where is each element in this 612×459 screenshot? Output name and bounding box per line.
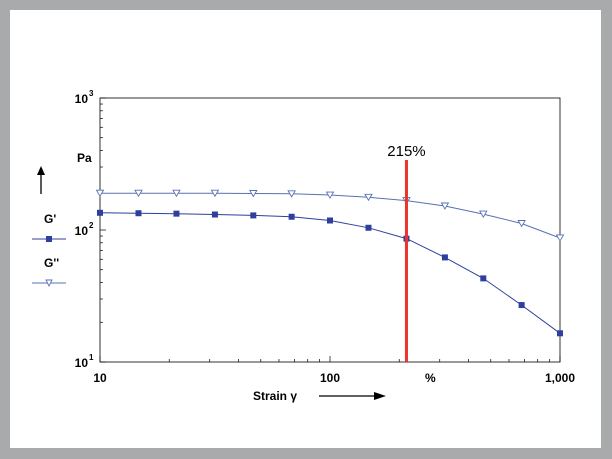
data-point bbox=[173, 210, 180, 217]
data-point bbox=[440, 202, 450, 210]
x-axis-arrowhead bbox=[374, 392, 386, 400]
marker-label: 215% bbox=[387, 143, 425, 160]
data-point bbox=[95, 189, 105, 198]
data-point bbox=[287, 190, 296, 198]
x-tick-label: 100 bbox=[320, 371, 340, 385]
data-point bbox=[517, 220, 526, 228]
data-point bbox=[210, 189, 220, 198]
data-point bbox=[557, 330, 563, 337]
data-point bbox=[288, 213, 295, 220]
y-tick-exponent: 1 bbox=[89, 353, 94, 362]
y-axis-label: Pa bbox=[77, 151, 92, 165]
x-tick-label: 10 bbox=[93, 371, 107, 385]
legend-label-g-prime: G' bbox=[44, 212, 56, 226]
y-tick-label: 10 bbox=[75, 356, 89, 370]
y-axis-arrowhead bbox=[37, 166, 45, 175]
data-point bbox=[365, 224, 372, 231]
data-point bbox=[172, 189, 181, 198]
data-point bbox=[250, 212, 257, 219]
data-point bbox=[134, 189, 143, 198]
data-point bbox=[479, 210, 488, 218]
y-tick-label: 10 bbox=[75, 92, 89, 106]
data-point bbox=[441, 254, 448, 261]
x-axis-label: Strain γ bbox=[253, 389, 297, 403]
annotation-layer: 215% bbox=[387, 143, 426, 362]
x-axis-unit: % bbox=[425, 371, 436, 385]
data-point bbox=[327, 217, 333, 224]
data-point bbox=[480, 275, 487, 282]
legend-label-g-double-prime: G'' bbox=[44, 256, 59, 270]
series-g-prime bbox=[97, 209, 563, 337]
y-tick-exponent: 3 bbox=[89, 89, 94, 98]
series-line bbox=[99, 212, 561, 334]
axis-ticks bbox=[99, 97, 561, 363]
data-point bbox=[555, 234, 565, 242]
plot-area bbox=[99, 97, 561, 363]
data-point bbox=[97, 209, 103, 216]
legend-marker-g-prime bbox=[46, 236, 52, 242]
series-g-double-prime bbox=[95, 189, 565, 242]
x-tick-label: 1,000 bbox=[545, 371, 575, 385]
legend: G' G'' bbox=[32, 212, 66, 288]
series-line bbox=[100, 192, 561, 239]
data-point bbox=[135, 210, 142, 217]
data-point bbox=[518, 302, 525, 309]
y-tick-label: 10 bbox=[75, 224, 89, 238]
data-point bbox=[249, 190, 258, 198]
series-layer bbox=[95, 189, 565, 337]
legend-marker-g-double-prime bbox=[45, 279, 53, 288]
y-tick-exponent: 2 bbox=[89, 221, 94, 230]
data-point bbox=[211, 211, 218, 218]
data-point bbox=[364, 193, 373, 202]
data-point bbox=[325, 191, 335, 199]
